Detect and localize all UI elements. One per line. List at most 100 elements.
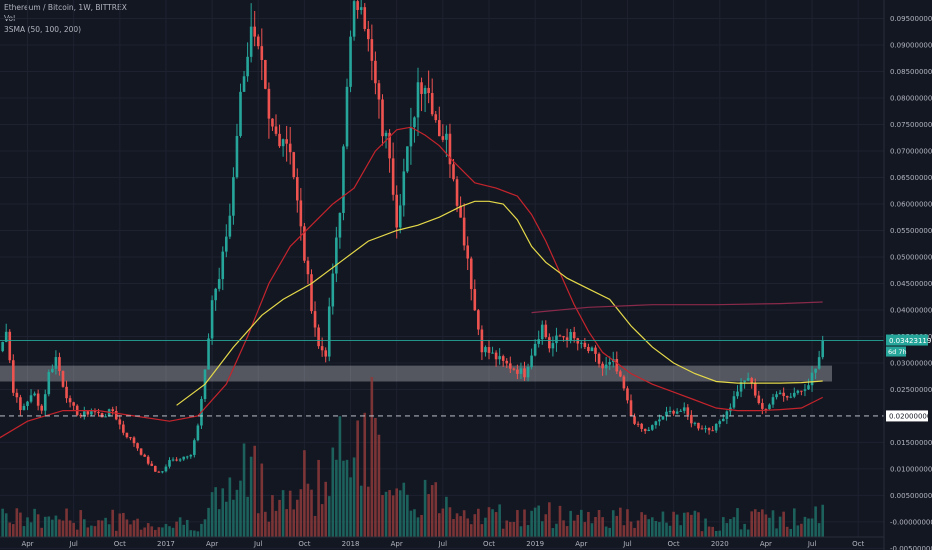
volume-bar bbox=[54, 515, 58, 537]
volume-bar bbox=[374, 418, 377, 537]
candle-body bbox=[317, 327, 320, 347]
volume-bar bbox=[601, 517, 604, 537]
resistance-zone-band bbox=[0, 365, 832, 382]
volume-bar bbox=[207, 507, 210, 537]
price-tick-label: 0.01500000 bbox=[890, 439, 932, 447]
volume-bar bbox=[235, 489, 239, 537]
candle-body bbox=[313, 311, 317, 328]
volume-bar bbox=[700, 531, 704, 537]
volume-bar bbox=[562, 520, 565, 537]
candle-body bbox=[12, 360, 15, 393]
candle-body bbox=[551, 343, 555, 349]
candle-body bbox=[636, 423, 640, 425]
candle-body bbox=[693, 422, 697, 424]
volume-bar bbox=[175, 521, 178, 537]
candle-body bbox=[537, 339, 540, 344]
candle-body bbox=[750, 378, 753, 384]
candle-body bbox=[15, 392, 19, 398]
candle-body bbox=[523, 368, 526, 378]
price-tick-label: 0.05500000 bbox=[890, 227, 932, 235]
volume-bar bbox=[260, 463, 264, 537]
volume-bar bbox=[445, 496, 448, 537]
time-axis[interactable]: Apr Jul Oct 2017 Apr Jul Oct 2018 Apr Jul Oct 2019 A… bbox=[0, 536, 884, 548]
ma50-line bbox=[0, 126, 823, 439]
candle-body bbox=[246, 56, 249, 77]
volume-bar bbox=[58, 519, 61, 537]
candle-body bbox=[469, 258, 473, 290]
volume-bar bbox=[693, 510, 697, 537]
candle-body bbox=[210, 300, 214, 339]
volume-bar bbox=[590, 523, 594, 537]
volume-bar bbox=[462, 510, 466, 537]
candle-body bbox=[267, 88, 271, 119]
volume-bar bbox=[29, 522, 33, 537]
price-tick-label: 0.07500000 bbox=[890, 121, 932, 129]
price-axis[interactable]: 0.09500000 0.09000000 0.08500000 0.08000000… bbox=[883, 0, 932, 550]
candle-body bbox=[445, 133, 448, 140]
candle-body bbox=[193, 440, 196, 455]
candle-body bbox=[665, 411, 668, 417]
candle-body bbox=[228, 215, 232, 237]
candle-body bbox=[406, 146, 409, 172]
candle-body bbox=[388, 132, 391, 159]
candle-body bbox=[633, 416, 636, 424]
volume-bar bbox=[182, 524, 185, 537]
volume-bar bbox=[377, 434, 381, 537]
time-tick-label: Apr bbox=[21, 540, 33, 548]
candle-body bbox=[501, 356, 505, 361]
candle-body bbox=[65, 386, 68, 399]
support-level-badge bbox=[886, 410, 928, 422]
volume-bar bbox=[370, 377, 374, 537]
volume-bar bbox=[306, 483, 310, 537]
candle-body bbox=[768, 404, 771, 410]
candle-body bbox=[26, 401, 29, 406]
candle-body bbox=[221, 251, 225, 280]
candle-body bbox=[509, 363, 512, 369]
candle-body bbox=[498, 356, 501, 360]
volume-bar bbox=[22, 526, 26, 537]
candle-body bbox=[583, 342, 587, 347]
volume-bar bbox=[594, 516, 597, 537]
volume-bar bbox=[537, 505, 540, 537]
candle-body bbox=[540, 324, 544, 340]
volume-bar bbox=[803, 516, 807, 537]
price-tick-label: 0.06500000 bbox=[890, 174, 932, 182]
volume-bar bbox=[651, 517, 654, 537]
volume-bar bbox=[473, 514, 477, 537]
candle-body bbox=[704, 428, 707, 430]
volume-bar bbox=[122, 512, 125, 537]
candle-body bbox=[668, 410, 672, 412]
volume-bar bbox=[480, 524, 484, 537]
candle-body bbox=[189, 454, 193, 457]
volume-bar bbox=[317, 459, 320, 537]
volume-bar bbox=[139, 529, 143, 537]
candle-body bbox=[19, 397, 22, 411]
candle-body bbox=[242, 76, 246, 92]
volume-bar bbox=[768, 517, 771, 537]
candle-body bbox=[601, 363, 604, 369]
volume-bar bbox=[814, 506, 817, 537]
volume-bar bbox=[704, 518, 707, 537]
price-levels bbox=[0, 340, 884, 417]
volume-bar bbox=[718, 530, 722, 537]
candle-body bbox=[491, 352, 494, 354]
candle-body bbox=[753, 383, 757, 396]
ma100-line bbox=[176, 200, 823, 406]
volume-bar bbox=[15, 508, 19, 537]
candle-body bbox=[526, 367, 530, 378]
candle-body bbox=[264, 59, 267, 89]
candle-body bbox=[452, 164, 455, 180]
candle-body bbox=[356, 1, 359, 10]
volume-bar bbox=[807, 518, 810, 537]
candle-body bbox=[345, 86, 349, 147]
candle-body bbox=[370, 39, 374, 61]
candle-body bbox=[136, 443, 139, 449]
volume-bar bbox=[239, 480, 242, 537]
candle-body bbox=[690, 414, 693, 424]
volume-bar bbox=[189, 530, 193, 537]
grid-lines bbox=[0, 0, 884, 549]
candle-body bbox=[306, 260, 310, 275]
moving-averages bbox=[0, 126, 823, 439]
price-tick-label: 0.02500000 bbox=[890, 386, 932, 394]
